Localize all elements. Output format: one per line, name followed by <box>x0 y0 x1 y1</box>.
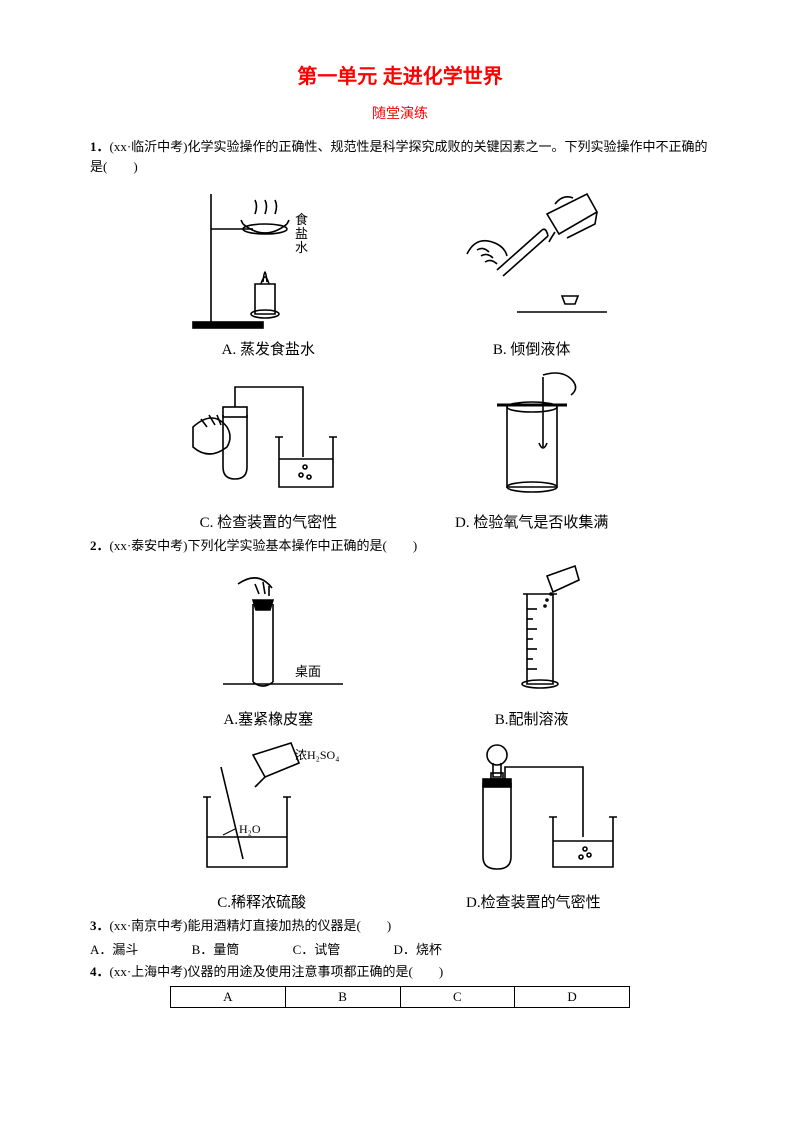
q1-capD: D. 检验氧气是否收集满 <box>455 511 608 532</box>
q1-figA-label: 食 <box>295 212 308 227</box>
q4-stem: 4．(xx·上海中考)仪器的用途及使用注意事项都正确的是( ) <box>90 962 710 982</box>
unit-title: 第一单元 走进化学世界 <box>90 60 710 89</box>
q2-figB: B.配制溶液 <box>447 564 617 729</box>
q2-capB: B.配制溶液 <box>495 708 569 729</box>
q2-figD: D.检查装置的气密性 <box>433 737 633 912</box>
q3-optC: C．试管 <box>293 939 341 958</box>
oxygen-test-icon <box>447 367 617 507</box>
q2-figC-label2: H₂O <box>239 822 261 836</box>
svg-text:水: 水 <box>295 240 308 255</box>
q1-figC: C. 检查装置的气密性 <box>183 367 353 532</box>
table-row: A B C D <box>171 986 630 1007</box>
q1-capB: B. 倾倒液体 <box>493 338 571 359</box>
q2-figA-label: 桌面 <box>295 664 321 679</box>
q2-capA: A.塞紧橡皮塞 <box>224 708 314 729</box>
page-root: 第一单元 走进化学世界 随堂演练 1．(xx·临沂中考)化学实验操作的正确性、规… <box>0 0 800 1028</box>
q1-number: 1． <box>90 139 110 154</box>
q2-figC-label1: 浓H₂SO₄ <box>295 748 339 762</box>
q1-text: (xx·临沂中考)化学实验操作的正确性、规范性是科学探究成败的关键因素之一。下列… <box>90 139 708 174</box>
q1-figB: B. 倾倒液体 <box>447 184 617 359</box>
q4-text: (xx·上海中考)仪器的用途及使用注意事项都正确的是( ) <box>110 964 444 979</box>
svg-text:盐: 盐 <box>295 226 308 241</box>
q4-cell-A: A <box>171 986 286 1007</box>
pour-liquid-icon <box>447 184 617 334</box>
q1-capA: A. 蒸发食盐水 <box>222 338 315 359</box>
q1-row2: C. 检查装置的气密性 D. 检验氧气是否收集满 <box>90 367 710 532</box>
q1-row1: 食 盐 水 A. 蒸发食盐水 <box>90 184 710 359</box>
q4-cell-D: D <box>515 986 630 1007</box>
q1-capC: C. 检查装置的气密性 <box>200 511 338 532</box>
q3-optD: D．烧杯 <box>393 939 441 958</box>
q1-figA: 食 盐 水 A. 蒸发食盐水 <box>183 184 353 359</box>
q2-row1: 桌面 A.塞紧橡皮塞 <box>90 564 710 729</box>
q2-capD: D.检查装置的气密性 <box>466 891 601 912</box>
q3-optB: B．量筒 <box>192 939 240 958</box>
q2-figC: 浓H₂SO₄ H₂O C.稀释浓硫酸 <box>167 737 357 912</box>
q2-figA: 桌面 A.塞紧橡皮塞 <box>183 564 353 729</box>
q1-figD: D. 检验氧气是否收集满 <box>447 367 617 532</box>
q4-number: 4． <box>90 964 110 979</box>
rubber-stopper-icon: 桌面 <box>183 564 353 704</box>
q3-number: 3． <box>90 918 110 933</box>
airtight-check-icon <box>183 367 353 507</box>
q3-optA: A．漏斗 <box>90 939 138 958</box>
q2-capC: C.稀释浓硫酸 <box>217 891 306 912</box>
dilute-acid-icon: 浓H₂SO₄ H₂O <box>167 737 357 887</box>
q2-text: (xx·泰安中考)下列化学实验基本操作中正确的是( ) <box>110 538 418 553</box>
airtight-funnel-icon <box>433 737 633 887</box>
q3-options: A．漏斗 B．量筒 C．试管 D．烧杯 <box>90 939 710 958</box>
q2-stem: 2．(xx·泰安中考)下列化学实验基本操作中正确的是( ) <box>90 536 710 556</box>
q2-row2: 浓H₂SO₄ H₂O C.稀释浓硫酸 <box>90 737 710 912</box>
evaporate-salt-icon: 食 盐 水 <box>183 184 353 334</box>
q4-table: A B C D <box>170 986 630 1008</box>
subtitle: 随堂演练 <box>90 103 710 123</box>
q2-number: 2． <box>90 538 110 553</box>
q3-text: (xx·南京中考)能用酒精灯直接加热的仪器是( ) <box>110 918 392 933</box>
q4-cell-C: C <box>400 986 515 1007</box>
prepare-solution-icon <box>447 564 617 704</box>
q1-stem: 1．(xx·临沂中考)化学实验操作的正确性、规范性是科学探究成败的关键因素之一。… <box>90 137 710 176</box>
q3-stem: 3．(xx·南京中考)能用酒精灯直接加热的仪器是( ) <box>90 916 710 936</box>
q4-cell-B: B <box>285 986 400 1007</box>
